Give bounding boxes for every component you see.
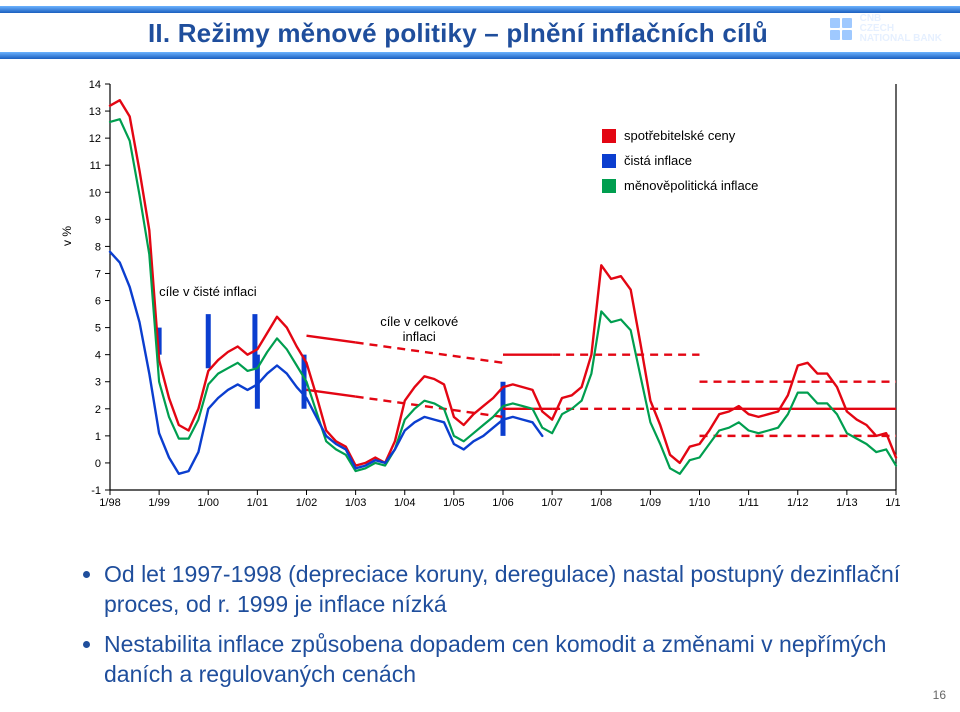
legend-swatch bbox=[602, 129, 616, 143]
legend-label: čistá inflace bbox=[624, 153, 692, 168]
svg-text:10: 10 bbox=[89, 187, 101, 199]
svg-text:4: 4 bbox=[95, 350, 101, 362]
svg-text:1/00: 1/00 bbox=[198, 497, 219, 509]
svg-text:0: 0 bbox=[95, 458, 101, 470]
svg-text:1/07: 1/07 bbox=[541, 497, 562, 509]
chart-annotation: cíle v celkové inflaci bbox=[380, 314, 458, 344]
svg-text:1/14: 1/14 bbox=[885, 497, 900, 509]
svg-text:1/04: 1/04 bbox=[394, 497, 415, 509]
legend: spotřebitelské ceny čistá inflace měnověpo… bbox=[602, 128, 758, 203]
svg-text:1: 1 bbox=[95, 431, 101, 443]
svg-text:2: 2 bbox=[95, 404, 101, 416]
svg-text:6: 6 bbox=[95, 296, 101, 308]
svg-text:1/03: 1/03 bbox=[345, 497, 366, 509]
svg-text:1/10: 1/10 bbox=[689, 497, 710, 509]
legend-swatch bbox=[602, 179, 616, 193]
legend-label: měnověpolitická inflace bbox=[624, 178, 758, 193]
svg-text:1/02: 1/02 bbox=[296, 497, 317, 509]
svg-text:1/01: 1/01 bbox=[247, 497, 268, 509]
svg-text:12: 12 bbox=[89, 133, 101, 145]
logo-text: CNB CZECH NATIONAL BANK bbox=[860, 14, 942, 44]
bullet-item: Nestabilita inflace způsobena dopadem ce… bbox=[104, 630, 912, 690]
svg-text:1/11: 1/11 bbox=[738, 497, 759, 509]
svg-text:7: 7 bbox=[95, 268, 101, 280]
cnb-logo: CNB CZECH NATIONAL BANK bbox=[830, 14, 942, 44]
svg-text:1/09: 1/09 bbox=[640, 497, 661, 509]
slide: II. Režimy měnové politiky – plnění infl… bbox=[0, 0, 960, 712]
bullet-item: Od let 1997-1998 (depreciace koruny, der… bbox=[104, 560, 912, 620]
svg-text:1/12: 1/12 bbox=[787, 497, 808, 509]
header-rule-bottom bbox=[0, 52, 960, 59]
svg-text:5: 5 bbox=[95, 323, 101, 335]
svg-text:-1: -1 bbox=[91, 485, 101, 497]
legend-item: měnověpolitická inflace bbox=[602, 178, 758, 193]
svg-text:1/05: 1/05 bbox=[443, 497, 464, 509]
legend-item: čistá inflace bbox=[602, 153, 758, 168]
svg-text:1/13: 1/13 bbox=[836, 497, 857, 509]
chart-annotation: cíle v čisté inflaci bbox=[159, 284, 257, 299]
svg-text:14: 14 bbox=[89, 80, 101, 91]
legend-item: spotřebitelské ceny bbox=[602, 128, 758, 143]
svg-text:11: 11 bbox=[90, 160, 101, 172]
header-rule-top bbox=[0, 6, 960, 13]
logo-mark-icon bbox=[830, 18, 852, 40]
svg-text:9: 9 bbox=[95, 214, 101, 226]
legend-swatch bbox=[602, 154, 616, 168]
svg-text:3: 3 bbox=[95, 377, 101, 389]
legend-label: spotřebitelské ceny bbox=[624, 128, 735, 143]
svg-text:1/99: 1/99 bbox=[148, 497, 169, 509]
slide-title: II. Režimy měnové politiky – plnění infl… bbox=[148, 18, 768, 49]
svg-text:1/06: 1/06 bbox=[492, 497, 513, 509]
svg-text:8: 8 bbox=[95, 241, 101, 253]
bullets: Od let 1997-1998 (depreciace koruny, der… bbox=[80, 560, 912, 700]
svg-text:1/98: 1/98 bbox=[99, 497, 120, 509]
y-axis-title: v % bbox=[60, 226, 74, 246]
logo-line3: NATIONAL BANK bbox=[860, 34, 942, 44]
svg-text:1/08: 1/08 bbox=[591, 497, 612, 509]
svg-text:13: 13 bbox=[89, 106, 101, 118]
page-number: 16 bbox=[933, 688, 946, 702]
